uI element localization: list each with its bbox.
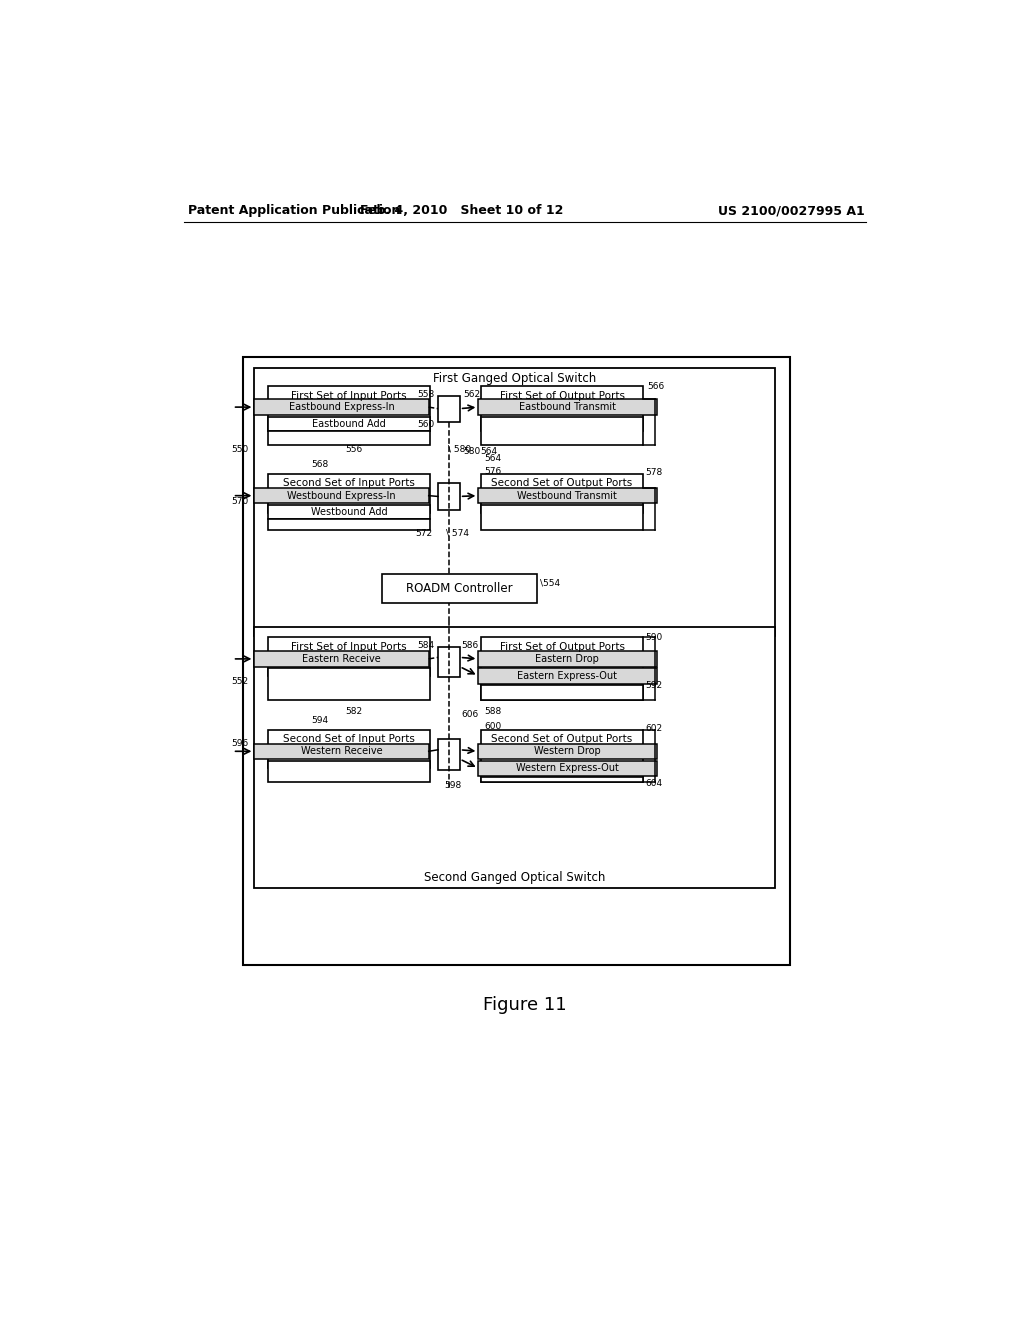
Text: 586: 586 (461, 640, 478, 649)
Bar (480, 638, 643, 701)
Text: \554: \554 (541, 578, 560, 587)
Text: 576: 576 (484, 466, 502, 475)
Bar (480, 417, 643, 445)
Bar (267, 668, 430, 701)
Bar (480, 777, 643, 781)
Bar (480, 387, 643, 430)
Text: First Set of Output Ports: First Set of Output Ports (500, 642, 625, 652)
Bar (438, 739, 460, 770)
Bar (480, 506, 643, 529)
Bar (438, 647, 460, 677)
Text: 564: 564 (484, 454, 502, 463)
Text: Western Receive: Western Receive (301, 746, 382, 756)
Text: Western Express-Out: Western Express-Out (516, 763, 618, 774)
Text: 560: 560 (417, 420, 434, 429)
Text: Eastbound Add: Eastbound Add (312, 418, 386, 429)
Text: US 2100/0027995 A1: US 2100/0027995 A1 (718, 205, 864, 218)
Text: 606: 606 (461, 710, 478, 719)
Text: 602: 602 (645, 723, 663, 733)
Text: 580: 580 (463, 446, 480, 455)
Text: 570: 570 (230, 496, 248, 506)
Text: First Ganged Optical Switch: First Ganged Optical Switch (433, 372, 596, 385)
Text: \ 580: \ 580 (449, 445, 471, 454)
Text: First Set of Input Ports: First Set of Input Ports (291, 391, 407, 401)
Bar (243, 358, 790, 965)
Bar (480, 730, 643, 781)
Bar (267, 519, 430, 529)
Bar (267, 506, 430, 519)
Bar (267, 760, 430, 781)
Text: Eastern Receive: Eastern Receive (302, 653, 381, 664)
Bar (254, 368, 775, 636)
Bar (478, 760, 656, 776)
Bar (267, 430, 430, 445)
Text: Westbound Express-In: Westbound Express-In (287, 491, 396, 500)
Bar (267, 387, 430, 430)
Text: First Set of Output Ports: First Set of Output Ports (500, 391, 625, 401)
Bar (254, 488, 429, 503)
Text: 588: 588 (484, 706, 502, 715)
Text: 590: 590 (645, 632, 663, 642)
Bar (254, 627, 775, 888)
Bar (267, 417, 430, 432)
Text: Feb. 4, 2010   Sheet 10 of 12: Feb. 4, 2010 Sheet 10 of 12 (359, 205, 563, 218)
Text: 592: 592 (645, 681, 663, 689)
Text: 564: 564 (480, 446, 498, 455)
Text: Second Set of Output Ports: Second Set of Output Ports (492, 734, 633, 744)
Text: Eastbound Transmit: Eastbound Transmit (519, 403, 615, 412)
Bar (480, 685, 643, 701)
Text: Second Set of Input Ports: Second Set of Input Ports (283, 734, 415, 744)
Text: 604: 604 (645, 779, 663, 788)
Text: 600: 600 (484, 722, 502, 731)
Text: Eastern Drop: Eastern Drop (536, 653, 599, 664)
Text: 562: 562 (463, 389, 480, 399)
Text: 558: 558 (417, 389, 434, 399)
Text: Patent Application Publication: Patent Application Publication (188, 205, 400, 218)
Bar (478, 400, 656, 414)
Text: 550: 550 (230, 445, 248, 454)
Text: 582: 582 (345, 706, 362, 715)
Text: Figure 11: Figure 11 (483, 997, 566, 1014)
Bar (438, 396, 460, 422)
Bar (267, 730, 430, 768)
Text: 578: 578 (645, 469, 663, 477)
Text: Second Ganged Optical Switch: Second Ganged Optical Switch (424, 871, 605, 884)
Bar (267, 474, 430, 512)
Text: First Set of Input Ports: First Set of Input Ports (291, 642, 407, 652)
Text: 594: 594 (311, 715, 329, 725)
Text: Eastern Express-Out: Eastern Express-Out (517, 671, 617, 681)
Text: 556: 556 (345, 445, 362, 454)
Text: 566: 566 (647, 381, 665, 391)
Text: ROADM Controller: ROADM Controller (407, 582, 513, 595)
Bar (382, 574, 538, 603)
Bar (478, 488, 656, 503)
Bar (254, 651, 429, 667)
Text: 568: 568 (311, 461, 329, 470)
Bar (254, 400, 429, 414)
Text: 584: 584 (417, 640, 434, 649)
Bar (478, 651, 656, 667)
Text: \ 574: \ 574 (445, 529, 469, 537)
Bar (254, 743, 429, 759)
Bar (478, 743, 656, 759)
Text: Second Set of Output Ports: Second Set of Output Ports (492, 478, 633, 488)
Text: 552: 552 (231, 677, 248, 686)
Text: 598: 598 (444, 780, 462, 789)
Bar (267, 638, 430, 676)
Text: Westbound Add: Westbound Add (310, 507, 387, 517)
Text: Second Set of Input Ports: Second Set of Input Ports (283, 478, 415, 488)
Text: Western Drop: Western Drop (535, 746, 601, 756)
Bar (480, 474, 643, 512)
Text: 596: 596 (230, 739, 248, 748)
Bar (478, 668, 656, 684)
Text: Eastbound Express-In: Eastbound Express-In (289, 403, 394, 412)
Text: Westbound Transmit: Westbound Transmit (517, 491, 617, 500)
Bar (438, 483, 460, 510)
Text: 572: 572 (416, 529, 432, 537)
